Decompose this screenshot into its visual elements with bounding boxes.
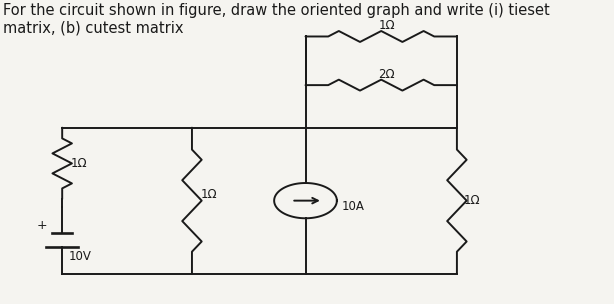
Text: +: +: [36, 219, 47, 232]
Text: 1Ω: 1Ω: [201, 188, 217, 201]
Text: 1Ω: 1Ω: [464, 194, 481, 207]
Text: 1Ω: 1Ω: [71, 157, 87, 170]
Text: For the circuit shown in figure, draw the oriented graph and write (i) tieset
ma: For the circuit shown in figure, draw th…: [2, 3, 550, 36]
Text: 10A: 10A: [341, 200, 364, 213]
Text: 10V: 10V: [69, 250, 91, 263]
Text: 2Ω: 2Ω: [378, 67, 395, 81]
Text: 1Ω: 1Ω: [378, 19, 395, 32]
